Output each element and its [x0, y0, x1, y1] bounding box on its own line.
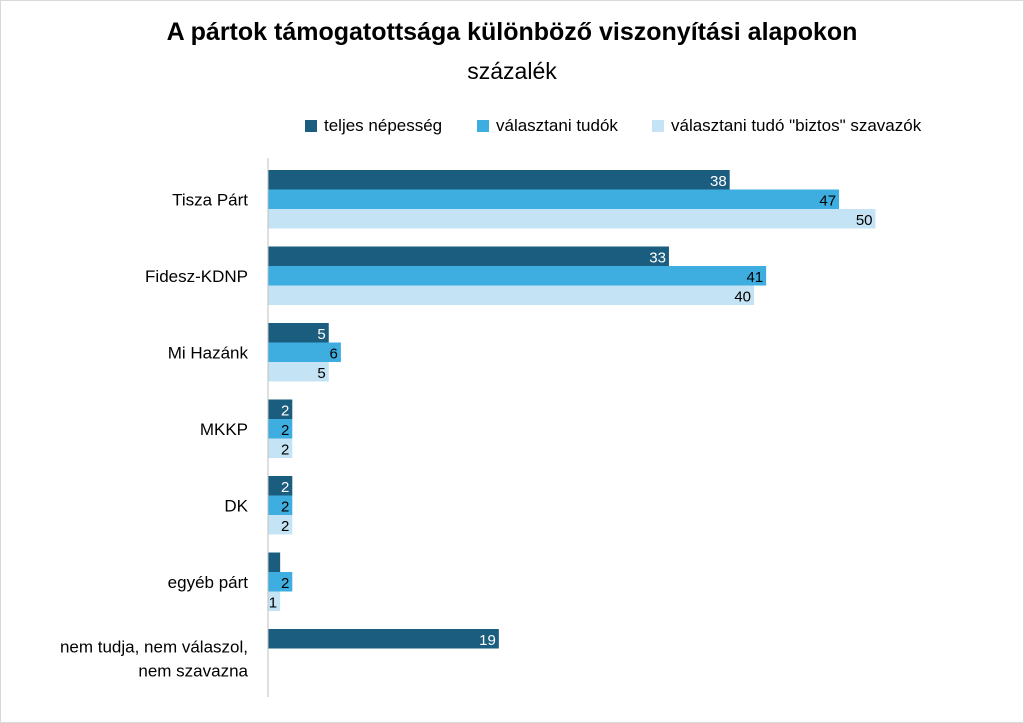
- legend-item-biztos-szavazok: választani tudó "biztos" szavazók: [652, 116, 921, 136]
- data-label: 2: [281, 575, 289, 592]
- data-label: 1: [269, 594, 277, 611]
- category-label: Tisza Párt: [172, 190, 248, 209]
- legend-label-1: teljes népesség: [324, 116, 443, 135]
- legend-swatch-1: [305, 120, 317, 132]
- legend-label-2: választani tudók: [496, 116, 618, 135]
- data-label: 2: [281, 518, 289, 535]
- chart-subtitle: százalék: [467, 58, 557, 84]
- chart-title: A pártok támogatottsága különböző viszon…: [166, 18, 858, 46]
- data-label: 6: [330, 345, 338, 362]
- bar: [268, 515, 293, 535]
- bar: [268, 323, 329, 343]
- category-label: DK: [224, 496, 248, 515]
- bar: [268, 495, 293, 515]
- category-label: nem tudja, nem válaszol, nem szavazna: [60, 637, 249, 680]
- bar: [268, 591, 281, 611]
- bar: [268, 266, 767, 286]
- bar: [268, 419, 293, 439]
- bar: [268, 552, 281, 572]
- legend-item-valasztani-tudok: választani tudók: [477, 116, 618, 136]
- data-label: 38: [710, 173, 727, 190]
- data-label: 2: [281, 479, 289, 496]
- data-label: 41: [746, 269, 763, 286]
- bar: [268, 209, 876, 229]
- data-label: 5: [317, 326, 325, 343]
- legend-label-3: választani tudó "biztos" szavazók: [671, 116, 922, 135]
- data-label: 50: [856, 212, 873, 229]
- legend-item-teljes-nepesseg: teljes népesség: [305, 116, 442, 136]
- bar: [268, 285, 754, 305]
- data-label: 5: [317, 365, 325, 382]
- bar: [268, 572, 293, 592]
- data-label: 47: [819, 192, 836, 209]
- category-label: egyéb párt: [168, 573, 249, 592]
- data-label: 33: [649, 249, 666, 266]
- bar: [268, 438, 293, 458]
- bar: [268, 189, 840, 209]
- legend-swatch-2: [477, 120, 489, 132]
- bar: [268, 246, 669, 266]
- data-label: 19: [479, 632, 496, 649]
- data-label: 40: [734, 288, 751, 305]
- data-label: 2: [281, 422, 289, 439]
- data-label: 2: [281, 498, 289, 515]
- data-label: 2: [281, 441, 289, 458]
- legend: teljes népesség választani tudók választ…: [0, 116, 1024, 138]
- bar: [268, 362, 329, 382]
- bar: [268, 399, 293, 419]
- data-label: 2: [281, 402, 289, 419]
- bar: [268, 476, 293, 496]
- bar: [268, 629, 499, 649]
- category-label: MKKP: [200, 420, 248, 439]
- legend-swatch-3: [652, 120, 664, 132]
- bar: [268, 342, 341, 362]
- category-label: Fidesz-KDNP: [145, 267, 248, 286]
- bar: [268, 170, 730, 190]
- category-label: Mi Hazánk: [168, 343, 249, 362]
